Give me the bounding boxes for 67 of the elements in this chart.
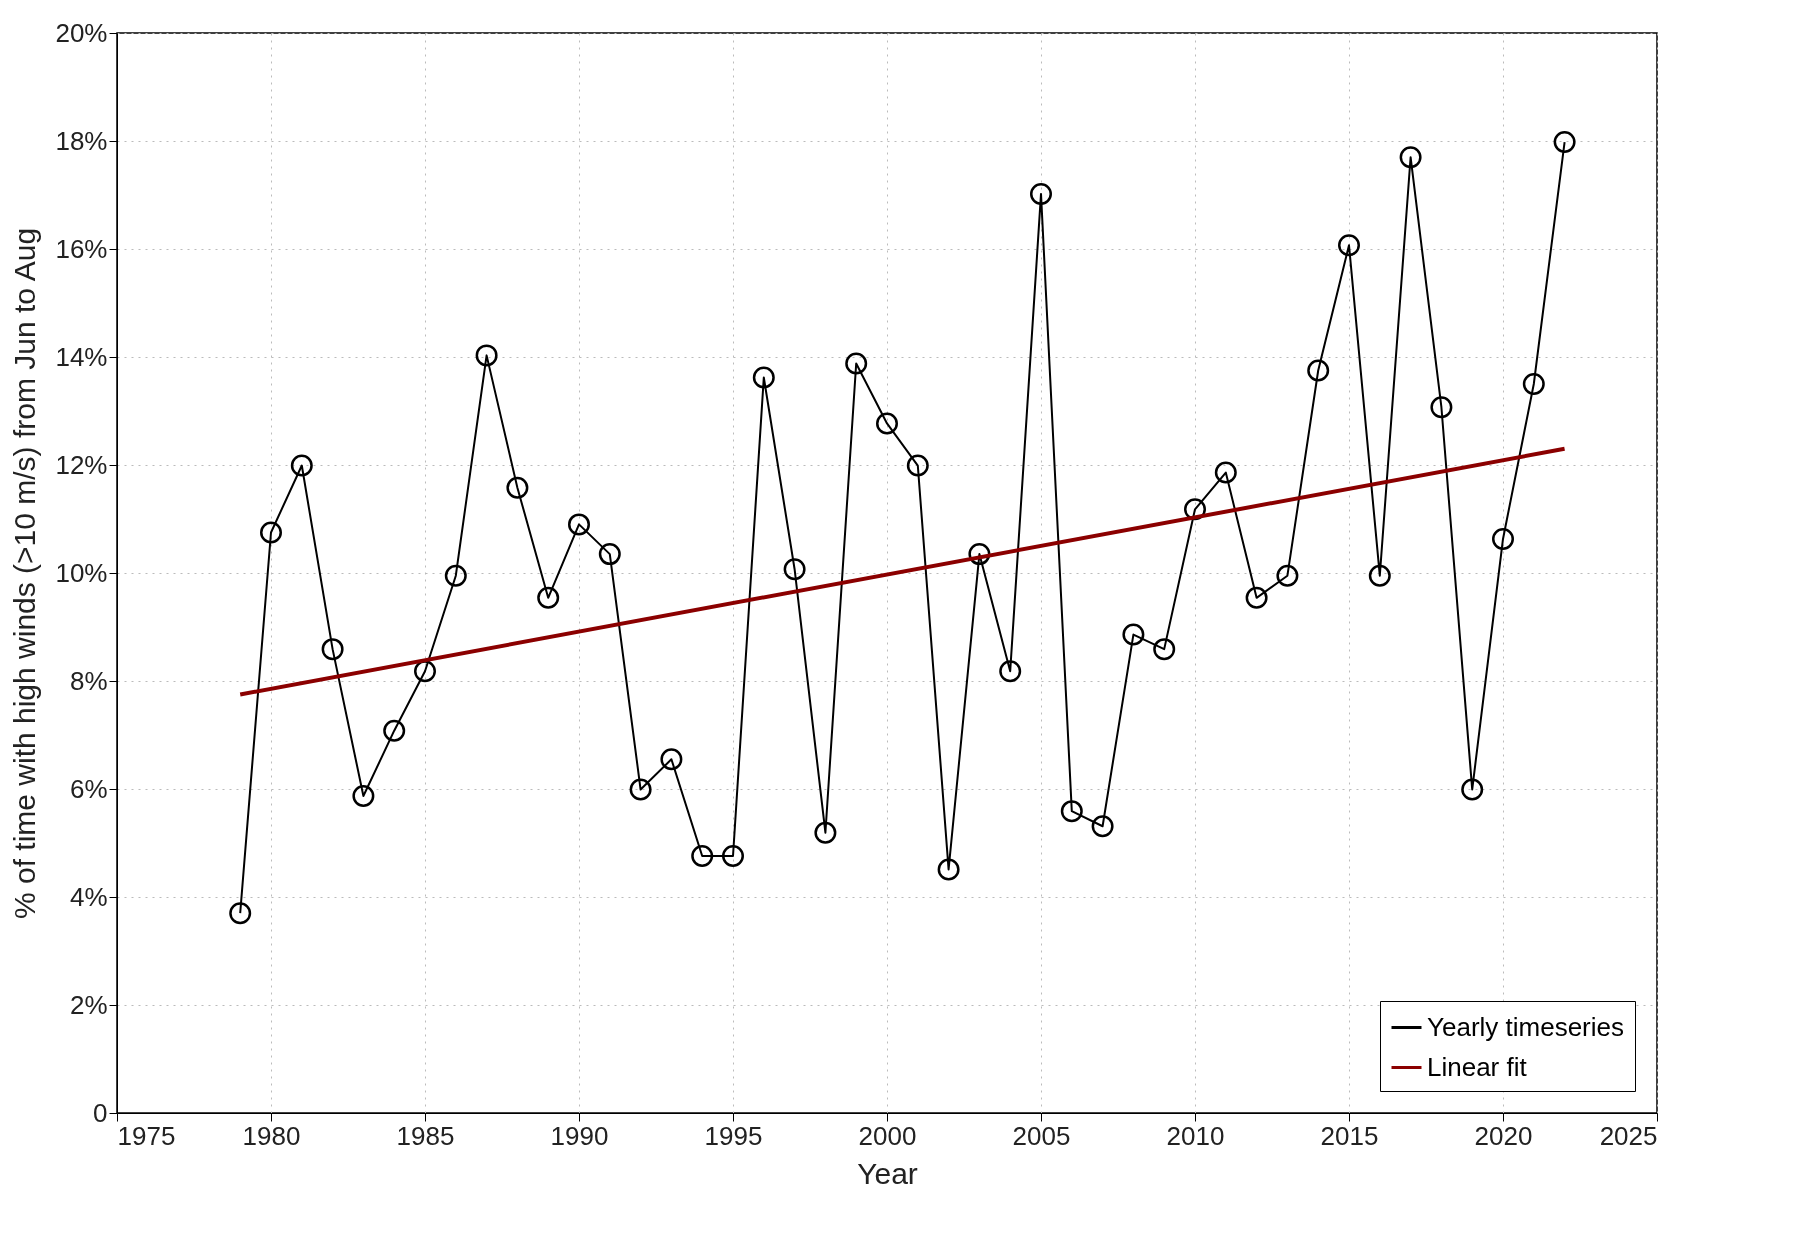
point <box>845 352 868 375</box>
y-tick-label: 2% <box>69 989 108 1020</box>
point <box>1276 564 1299 587</box>
point <box>691 844 714 867</box>
x-tick-label: 2015 <box>1320 1120 1379 1151</box>
legend-label: Yearly timeseries <box>1427 1011 1625 1042</box>
y-tick-label: 12% <box>55 449 108 480</box>
x-tick-label: 1990 <box>550 1120 609 1151</box>
y-tick-label: 14% <box>55 341 108 372</box>
x-axis-title: Year <box>857 1156 918 1190</box>
point <box>752 366 775 389</box>
x-tick-label: 1980 <box>242 1120 301 1151</box>
point <box>537 586 560 609</box>
point <box>1060 800 1083 823</box>
point <box>1122 623 1145 646</box>
x-tick-label: 2010 <box>1166 1120 1225 1151</box>
point <box>260 521 282 544</box>
y-tick-label: 20% <box>55 17 108 48</box>
point <box>937 858 960 881</box>
point <box>1030 182 1052 205</box>
point <box>1091 815 1114 838</box>
x-tick-label: 2000 <box>858 1120 917 1151</box>
point <box>475 344 498 367</box>
point <box>876 412 898 435</box>
point <box>568 513 590 536</box>
point <box>598 543 621 566</box>
point <box>1492 528 1514 550</box>
point <box>629 778 652 801</box>
y-tick-label: 8% <box>69 665 108 696</box>
legend-label: Linear fit <box>1427 1051 1528 1082</box>
point <box>1430 396 1453 419</box>
point <box>1461 778 1484 801</box>
y-axis-title: % of time with high winds (>10 m/s) from Jun to Aug <box>8 227 42 920</box>
point <box>444 564 467 587</box>
x-tick-label: 1985 <box>396 1120 455 1151</box>
y-tick-label: 18% <box>55 125 108 156</box>
y-tick-label: 6% <box>69 773 108 804</box>
point <box>229 902 252 925</box>
point <box>290 454 313 477</box>
point <box>1245 586 1268 609</box>
point <box>321 638 344 661</box>
point <box>1368 564 1391 587</box>
y-tick-label: 0 <box>93 1097 108 1128</box>
point <box>352 785 375 807</box>
point <box>1153 638 1176 661</box>
y-tick-label: 16% <box>55 233 108 264</box>
point <box>506 476 529 499</box>
point <box>783 558 806 581</box>
y-tick-label: 10% <box>55 557 108 588</box>
point <box>722 844 744 867</box>
point <box>1553 131 1576 154</box>
point <box>660 748 683 771</box>
x-tick-label: 1975 <box>117 1120 176 1151</box>
point <box>1522 373 1545 395</box>
x-tick-label: 2005 <box>1012 1120 1071 1151</box>
point <box>1214 461 1237 484</box>
x-tick-label: 2025 <box>1599 1120 1658 1151</box>
x-tick-label: 2020 <box>1474 1120 1533 1151</box>
point <box>1399 146 1422 169</box>
point <box>1338 234 1360 257</box>
point <box>999 660 1022 683</box>
y-tick-label: 4% <box>69 881 108 912</box>
point <box>383 719 406 742</box>
point <box>814 821 837 844</box>
point <box>906 454 929 477</box>
point <box>1307 359 1330 382</box>
x-tick-label: 1995 <box>704 1120 763 1151</box>
